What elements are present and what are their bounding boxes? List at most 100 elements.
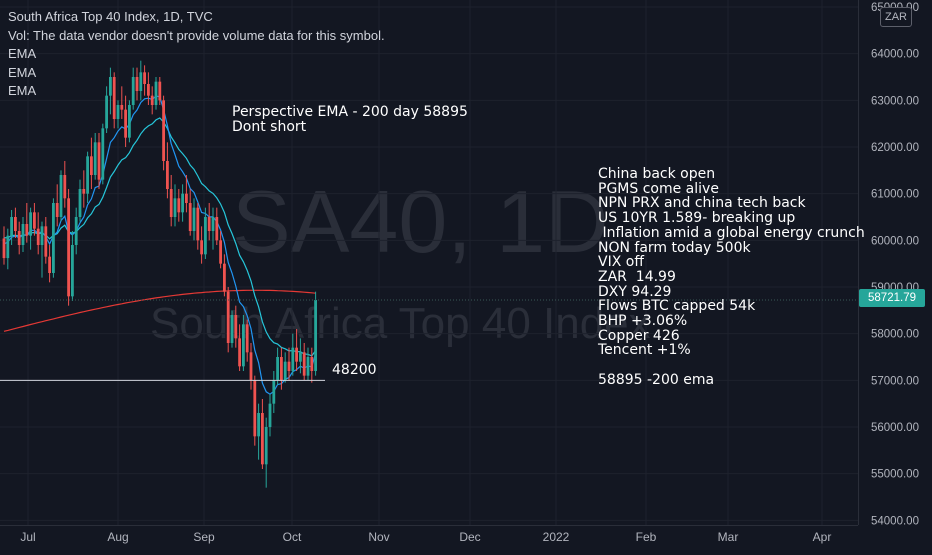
time-tick-label: Apr: [813, 530, 832, 544]
time-tick-label: Mar: [718, 530, 739, 544]
candle-body: [105, 95, 108, 129]
candle-body: [207, 217, 211, 231]
price-tick-label: 63000.00: [871, 95, 919, 107]
candle-body: [78, 189, 82, 217]
candle-body: [97, 142, 101, 180]
candle-body: [211, 217, 215, 231]
candle-body: [139, 72, 143, 91]
price-tick-label: 58000.00: [871, 329, 919, 341]
candle-body: [48, 256, 51, 273]
indicator-ema-2[interactable]: EMA: [8, 64, 37, 80]
candle-body: [219, 240, 222, 264]
watermark: SA40, 1D South Africa Top 40 Index: [150, 172, 651, 348]
candle-body: [86, 156, 89, 194]
candle-body: [264, 427, 268, 465]
candle-body: [33, 212, 36, 229]
candle-body: [71, 245, 74, 297]
candle-body: [196, 207, 200, 241]
candle-body: [147, 84, 150, 96]
candle-body: [10, 217, 13, 236]
candle-body: [162, 100, 165, 161]
candle-body: [242, 324, 245, 367]
candle-body: [295, 347, 298, 362]
candle-body: [223, 263, 226, 292]
candle-body: [230, 315, 234, 343]
price-tick-label: 62000.00: [871, 142, 919, 154]
candle-body: [14, 217, 17, 231]
last-price-tag: 58721.79: [859, 289, 925, 307]
candle-body: [272, 380, 276, 404]
candle-body: [25, 224, 29, 236]
candle-body: [21, 224, 25, 245]
candle-body: [17, 231, 21, 245]
candle-body: [101, 128, 105, 180]
candle-body: [200, 240, 203, 255]
candle-body: [234, 315, 238, 339]
candle-body: [177, 198, 181, 213]
price-tick-label: 60000.00: [871, 235, 919, 247]
candle-body: [185, 193, 188, 203]
time-tick-label: Nov: [368, 530, 389, 544]
candle-body: [283, 361, 287, 381]
candle-body: [40, 226, 44, 245]
candle-body: [188, 203, 192, 231]
candle-body: [93, 142, 97, 175]
candle-body: [116, 105, 120, 119]
candle-body: [143, 72, 146, 84]
grid: [0, 0, 858, 525]
candle-body: [36, 228, 40, 245]
price-axis[interactable]: 54000.00 55000.00 56000.00 57000.00 58000.00…: [858, 0, 919, 527]
candle-body: [280, 357, 283, 381]
candle-body: [29, 212, 32, 236]
candle-body: [253, 380, 257, 437]
candle-body: [249, 352, 253, 381]
ema-20-line: [3, 117, 317, 357]
candle-body: [314, 299, 317, 371]
volume-note: Vol: The data vendor doesn't provide vol…: [8, 27, 385, 43]
candle-body: [245, 324, 249, 353]
candle-body: [310, 357, 314, 371]
support-level-label[interactable]: 48200: [332, 362, 377, 378]
watermark-name: South Africa Top 40 Index: [150, 299, 651, 348]
ema-200-line: [3, 289, 316, 332]
market-notes[interactable]: China back open PGMS come alive NPN PRX …: [598, 166, 865, 388]
candle-body: [238, 338, 241, 367]
watermark-symbol: SA40, 1D: [232, 172, 609, 271]
candle-body: [150, 95, 154, 105]
symbol-title[interactable]: South Africa Top 40 Index, 1D, TVC: [8, 9, 213, 24]
candle-body: [299, 352, 302, 362]
currency-button[interactable]: ZAR: [880, 7, 912, 27]
candle-body: [226, 291, 230, 343]
candles: [2, 60, 317, 488]
time-tick-label: Sep: [193, 530, 215, 544]
candle-body: [204, 217, 207, 255]
candle-body: [124, 109, 127, 138]
candle-body: [2, 238, 6, 259]
candle-body: [109, 77, 112, 96]
candle-body: [59, 175, 63, 217]
candle-body: [287, 361, 291, 371]
ema-perspective-note[interactable]: Perspective EMA - 200 day 58895 Dont sho…: [232, 104, 468, 135]
candle-body: [215, 217, 219, 241]
candle-body: [131, 77, 135, 105]
price-tick-label: 56000.00: [871, 422, 919, 434]
candle-body: [128, 105, 131, 138]
candle-body: [120, 105, 124, 110]
candle-body: [82, 189, 86, 194]
candle-body: [158, 81, 162, 101]
candle-body: [112, 77, 116, 119]
indicator-ema-1[interactable]: EMA: [8, 46, 37, 61]
price-tick-label: 54000.00: [871, 515, 919, 527]
candle-body: [90, 156, 93, 175]
price-tick-label: 55000.00: [871, 469, 919, 481]
candle-body: [276, 357, 279, 381]
time-tick-label: 2022: [543, 530, 570, 544]
indicator-ema-3[interactable]: EMA: [8, 83, 37, 98]
time-tick-label: Jul: [20, 530, 35, 544]
candle-body: [74, 217, 78, 245]
time-axis[interactable]: Jul Aug Sep Oct Nov Dec 2022 Feb Mar Apr: [0, 525, 858, 545]
candle-body: [268, 403, 272, 427]
candle-body: [67, 198, 70, 297]
